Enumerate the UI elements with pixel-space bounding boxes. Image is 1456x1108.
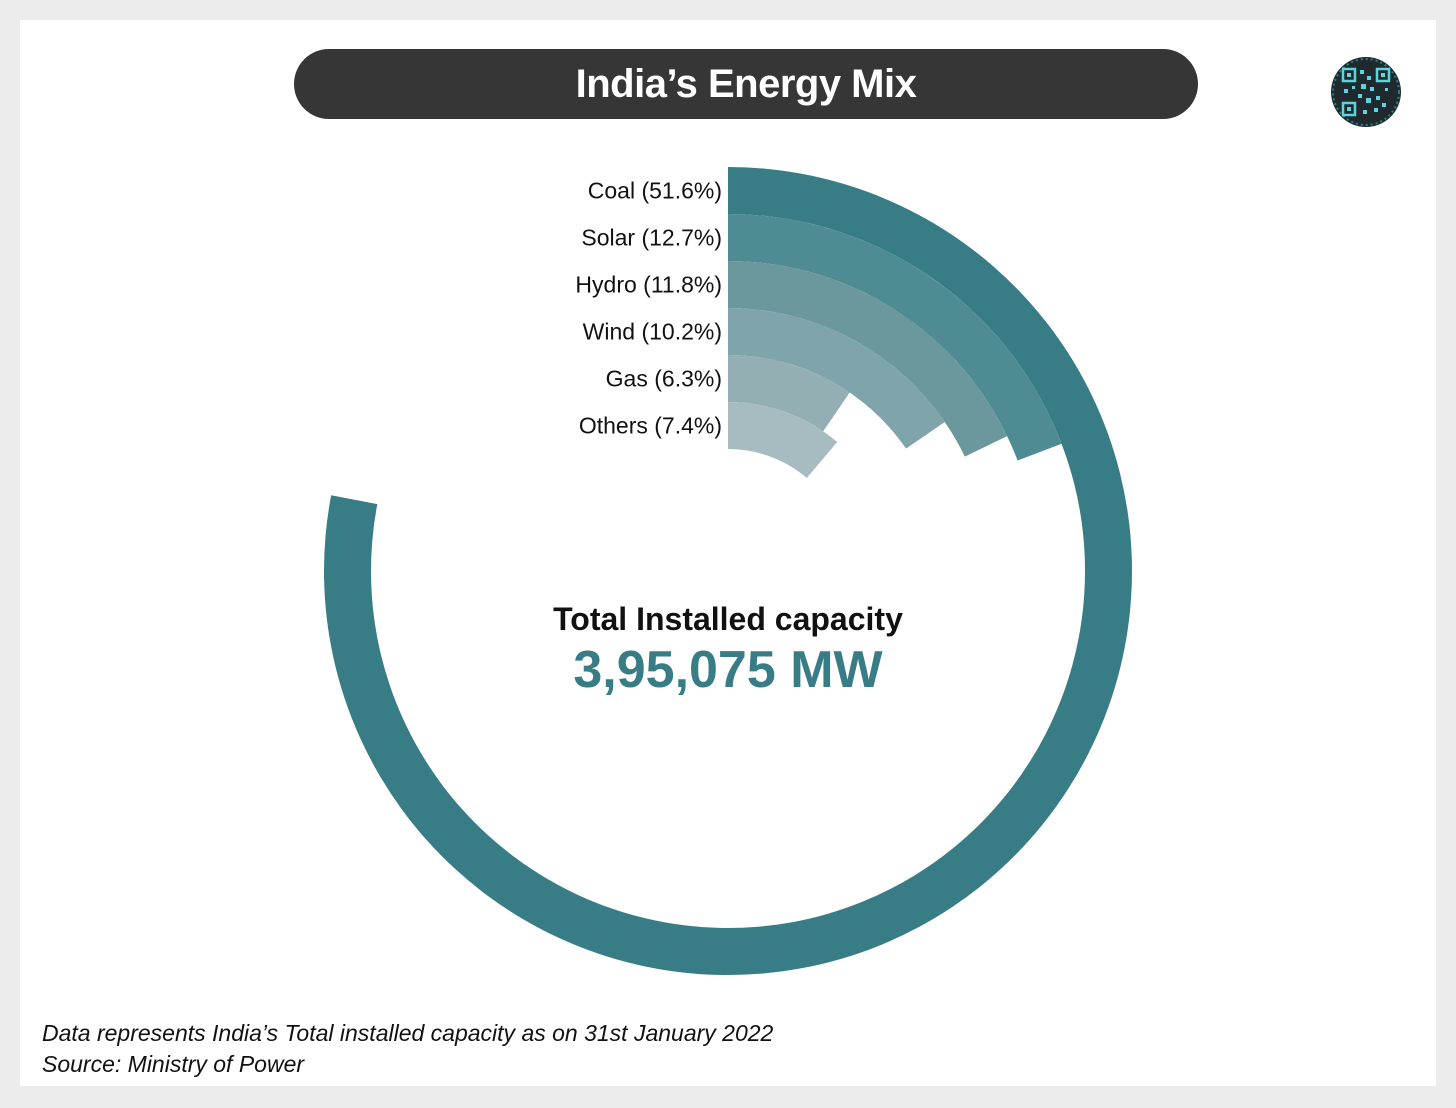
label-coal: Coal (51.6%) — [588, 178, 722, 204]
arc-wind — [728, 308, 945, 449]
title-banner: India’s Energy Mix — [294, 49, 1198, 119]
arc-series — [323, 167, 1132, 975]
label-gas: Gas (6.3%) — [606, 366, 722, 392]
label-others: Others (7.4%) — [579, 413, 722, 439]
arc-gas — [728, 355, 850, 432]
segment-labels: Coal (51.6%) Solar (12.7%) Hydro (11.8%) Wi… — [575, 178, 722, 439]
center-title: Total Installed capacity — [553, 601, 903, 637]
arc-coal — [323, 167, 1132, 975]
arc-others — [728, 402, 838, 478]
footnote-source: Source: Ministry of Power — [42, 1051, 305, 1077]
label-wind: Wind (10.2%) — [583, 319, 722, 345]
chart-title: India’s Energy Mix — [575, 61, 917, 106]
qr-badge-icon — [1331, 57, 1401, 127]
chart-card: India’s Energy Mix Coal (51.6%) Solar (12… — [20, 20, 1436, 1086]
label-solar: Solar (12.7%) — [581, 225, 722, 251]
radial-bar-chart: Coal (51.6%) Solar (12.7%) Hydro (11.8%) Wi… — [323, 167, 1132, 975]
label-hydro: Hydro (11.8%) — [575, 272, 722, 298]
footnote-note: Data represents India’s Total installed … — [42, 1020, 774, 1046]
arc-hydro — [728, 261, 1008, 457]
center-value: 3,95,075 MW — [573, 641, 883, 699]
arc-solar — [728, 214, 1062, 461]
